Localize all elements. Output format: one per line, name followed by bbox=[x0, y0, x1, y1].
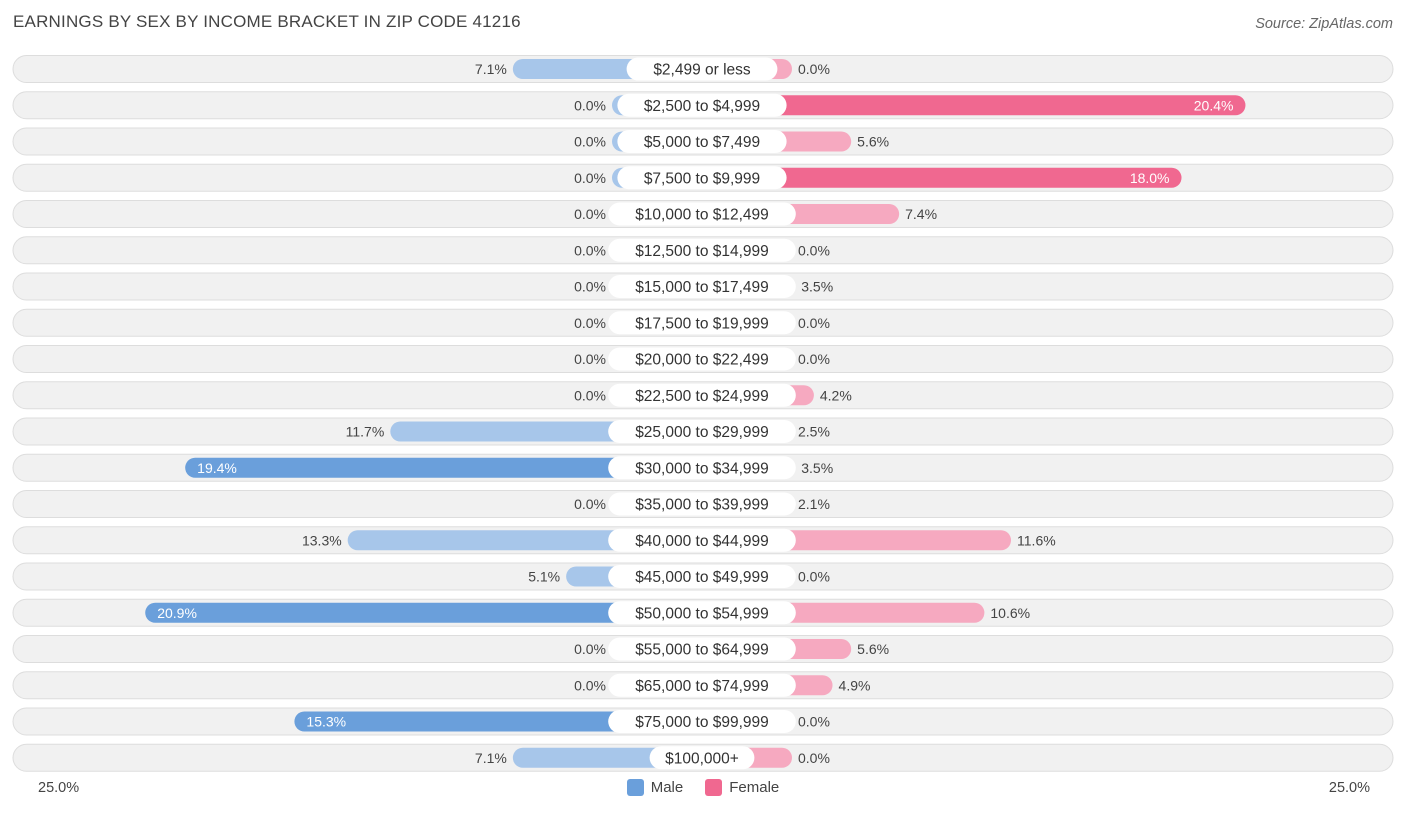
value-label-female: 4.9% bbox=[839, 677, 871, 693]
category-label-bg bbox=[626, 57, 778, 81]
category-label: $17,500 to $19,999 bbox=[635, 315, 769, 332]
category-label: $30,000 to $34,999 bbox=[635, 460, 769, 477]
category-label-bg bbox=[608, 420, 796, 443]
category-label: $50,000 to $54,999 bbox=[635, 605, 769, 622]
category-label: $20,000 to $22,499 bbox=[635, 352, 769, 369]
category-label-bg bbox=[608, 601, 796, 625]
axis-left-label: 25.0% bbox=[38, 780, 80, 796]
category-label-bg bbox=[608, 238, 796, 262]
category-label: $65,000 to $74,999 bbox=[635, 678, 769, 695]
value-label-female: 5.6% bbox=[857, 641, 889, 657]
value-label-female: 0.0% bbox=[798, 315, 830, 331]
category-label: $7,500 to $9,999 bbox=[644, 170, 760, 187]
category-label: $25,000 to $29,999 bbox=[635, 424, 769, 441]
legend: Male Female bbox=[0, 779, 1406, 796]
value-label-male: 0.0% bbox=[574, 351, 606, 367]
value-label-female: 0.0% bbox=[798, 61, 830, 77]
category-label-bg bbox=[608, 347, 796, 371]
category-label-bg bbox=[608, 202, 796, 226]
bar-male bbox=[145, 602, 702, 623]
axis-right-label: 25.0% bbox=[1328, 780, 1370, 796]
bar-male bbox=[294, 711, 702, 732]
legend-swatch-male bbox=[626, 779, 644, 796]
legend-item-male[interactable]: Male bbox=[626, 779, 684, 796]
category-label: $2,499 or less bbox=[653, 62, 751, 79]
category-label-bg bbox=[608, 492, 796, 516]
category-label-bg bbox=[608, 275, 796, 298]
value-label-male: 15.3% bbox=[306, 714, 346, 730]
value-label-female: 0.0% bbox=[798, 242, 830, 258]
legend-label-male: Male bbox=[650, 779, 684, 796]
value-label-female: 4.2% bbox=[820, 387, 852, 403]
value-label-male: 0.0% bbox=[574, 496, 606, 512]
category-label-bg bbox=[608, 311, 796, 335]
value-label-male: 11.7% bbox=[346, 424, 385, 440]
legend-item-female[interactable]: Female bbox=[705, 779, 779, 796]
category-label-bg bbox=[608, 528, 796, 552]
source-credit: Source: ZipAtlas.com bbox=[1255, 16, 1393, 32]
value-label-male: 0.0% bbox=[574, 134, 606, 150]
value-label-female: 10.6% bbox=[990, 605, 1030, 621]
category-label: $35,000 to $39,999 bbox=[635, 497, 769, 514]
value-label-female: 2.1% bbox=[798, 496, 830, 512]
value-label-male: 7.1% bbox=[475, 61, 507, 77]
category-label: $2,500 to $4,999 bbox=[644, 98, 760, 115]
bar-male bbox=[185, 457, 702, 478]
value-label-male: 19.4% bbox=[197, 460, 237, 476]
value-label-male: 0.0% bbox=[574, 242, 606, 258]
category-label: $22,500 to $24,999 bbox=[635, 388, 769, 405]
value-label-male: 13.3% bbox=[302, 532, 342, 548]
value-label-male: 0.0% bbox=[574, 387, 606, 403]
category-label: $75,000 to $99,999 bbox=[635, 714, 769, 731]
category-label: $15,000 to $17,499 bbox=[635, 279, 769, 296]
value-label-male: 0.0% bbox=[574, 206, 606, 222]
category-label-bg bbox=[608, 710, 796, 733]
value-label-male: 0.0% bbox=[574, 279, 606, 295]
category-label-bg bbox=[617, 93, 787, 117]
category-label: $100,000+ bbox=[665, 750, 739, 767]
value-label-female: 3.5% bbox=[801, 460, 833, 476]
category-label: $45,000 to $49,999 bbox=[635, 569, 769, 586]
category-label: $40,000 to $44,999 bbox=[635, 533, 769, 550]
value-label-female: 5.6% bbox=[857, 134, 889, 150]
value-label-male: 5.1% bbox=[528, 569, 560, 585]
category-label-bg bbox=[617, 166, 787, 190]
value-label-male: 0.0% bbox=[574, 315, 606, 331]
value-label-female: 0.0% bbox=[798, 750, 830, 766]
value-label-female: 3.5% bbox=[801, 279, 833, 295]
category-label-bg bbox=[617, 130, 787, 153]
legend-swatch-female bbox=[705, 779, 723, 796]
category-label-bg bbox=[608, 456, 796, 480]
category-label-bg bbox=[649, 746, 755, 770]
value-label-female: 0.0% bbox=[798, 569, 830, 585]
category-label-bg bbox=[608, 383, 796, 407]
bar-female bbox=[702, 167, 1182, 188]
category-label: $5,000 to $7,499 bbox=[644, 134, 760, 151]
bar-female bbox=[702, 95, 1246, 116]
value-label-female: 11.6% bbox=[1017, 532, 1056, 548]
value-label-male: 0.0% bbox=[574, 677, 606, 693]
value-label-male: 0.0% bbox=[574, 97, 606, 113]
value-label-male: 0.0% bbox=[574, 170, 606, 186]
value-label-female: 7.4% bbox=[905, 206, 937, 222]
chart-title: EARNINGS BY SEX BY INCOME BRACKET IN ZIP… bbox=[13, 12, 521, 31]
value-label-female: 2.5% bbox=[798, 424, 830, 440]
value-label-female: 18.0% bbox=[1130, 170, 1170, 186]
category-label-bg bbox=[608, 565, 796, 588]
category-label: $12,500 to $14,999 bbox=[635, 243, 769, 260]
category-label: $10,000 to $12,499 bbox=[635, 207, 769, 224]
value-label-male: 7.1% bbox=[475, 750, 507, 766]
value-label-female: 0.0% bbox=[798, 714, 830, 730]
value-label-male: 20.9% bbox=[157, 605, 197, 621]
value-label-female: 20.4% bbox=[1194, 97, 1234, 113]
value-label-male: 0.0% bbox=[574, 641, 606, 657]
category-label-bg bbox=[608, 673, 796, 697]
category-label: $55,000 to $64,999 bbox=[635, 642, 769, 659]
value-label-female: 0.0% bbox=[798, 351, 830, 367]
category-label-bg bbox=[608, 637, 796, 661]
legend-label-female: Female bbox=[729, 779, 780, 796]
